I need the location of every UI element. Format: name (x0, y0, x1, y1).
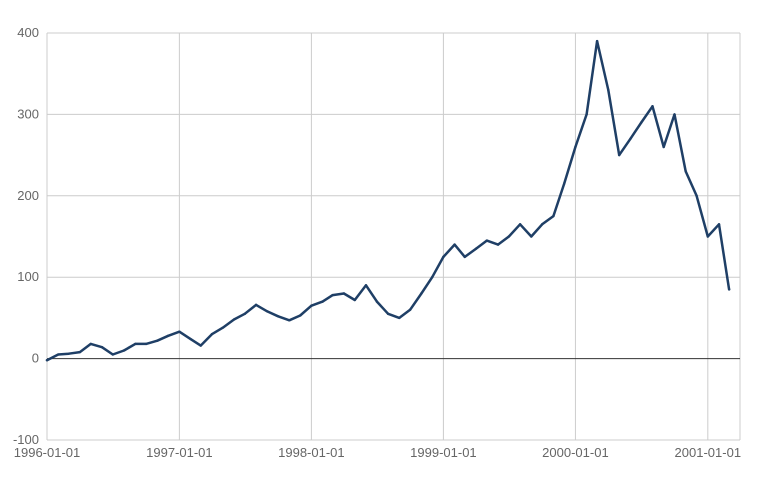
data-point (662, 145, 665, 149)
data-point (276, 315, 280, 318)
data-point (695, 194, 698, 197)
data-point (617, 153, 621, 157)
data-point (496, 243, 500, 246)
y-tick-label: 100 (17, 269, 39, 284)
data-point (442, 255, 445, 259)
data-point (210, 332, 214, 336)
data-point (166, 334, 170, 338)
data-point (89, 342, 92, 346)
data-point (321, 300, 324, 303)
data-point (353, 298, 356, 302)
data-point (717, 223, 721, 226)
data-point (485, 239, 489, 242)
data-point (640, 121, 643, 124)
data-point (199, 344, 202, 347)
data-point (585, 113, 588, 116)
data-point (408, 308, 412, 311)
data-point (530, 235, 533, 238)
data-point (727, 288, 731, 291)
series-line (45, 39, 731, 362)
data-point (134, 342, 137, 346)
data-point (111, 353, 115, 356)
data-point (706, 235, 710, 238)
data-point (684, 170, 687, 173)
data-point (552, 214, 555, 218)
data-point (310, 304, 313, 307)
y-tick-label: 200 (17, 188, 39, 203)
data-point (629, 137, 632, 141)
data-point (178, 330, 181, 333)
data-point (266, 310, 269, 313)
x-tick-label: 1998-01-01 (278, 445, 345, 460)
data-point (78, 350, 82, 354)
data-point (386, 312, 390, 316)
y-tick-label: -100 (13, 432, 39, 447)
data-point (453, 243, 456, 246)
x-tick-label: 2000-01-01 (542, 445, 609, 460)
data-point (100, 346, 104, 349)
data-point (420, 292, 423, 295)
data-point (254, 303, 258, 307)
data-point (474, 247, 478, 250)
x-tick-label: 1996-01-01 (14, 445, 81, 460)
data-point (232, 318, 236, 321)
data-point (651, 105, 654, 108)
data-point (331, 293, 334, 297)
data-point (156, 339, 159, 342)
y-axis: -100 0 100 200 300 400 (13, 25, 39, 447)
data-point (607, 88, 610, 92)
data-point (288, 319, 291, 322)
x-axis: 1996-01-01 1997-01-01 1998-01-01 1999-01-01… (14, 445, 741, 460)
y-tick-label: 400 (17, 25, 39, 40)
grid (46, 32, 741, 441)
data-point (375, 300, 379, 303)
data-point (189, 337, 192, 341)
data-point (298, 314, 302, 317)
x-tick-label: 1999-01-01 (410, 445, 477, 460)
data-point (122, 349, 126, 352)
data-point (540, 223, 544, 226)
data-point (463, 255, 466, 259)
data-point (364, 284, 368, 287)
data-point (563, 182, 566, 185)
data-point (67, 352, 70, 355)
x-tick-label: 2001-01-01 (675, 445, 742, 460)
data-point (518, 223, 522, 226)
data-point (595, 39, 599, 43)
data-point (45, 359, 49, 362)
data-point (221, 326, 224, 329)
data-point (243, 312, 247, 316)
series-layer (45, 39, 731, 362)
data-point (574, 145, 577, 149)
data-point (507, 235, 511, 238)
data-point (431, 276, 434, 279)
x-tick-label: 1997-01-01 (146, 445, 213, 460)
data-point (144, 342, 148, 346)
data-point (673, 113, 676, 116)
data-point (57, 353, 60, 356)
y-tick-label: 0 (32, 351, 39, 366)
y-tick-label: 300 (17, 106, 39, 121)
data-point (398, 316, 401, 320)
data-point (342, 292, 346, 295)
